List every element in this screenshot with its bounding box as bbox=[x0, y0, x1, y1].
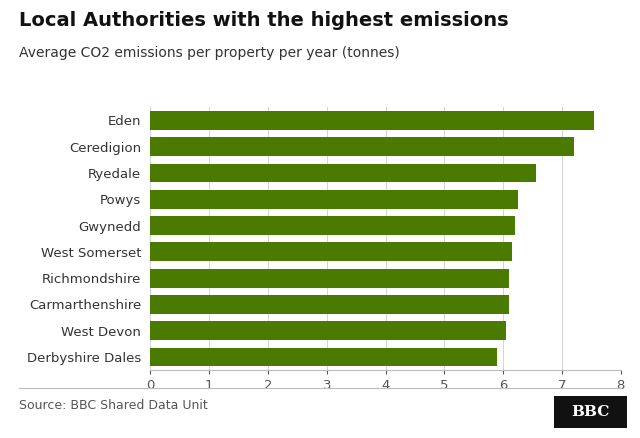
Bar bbox=[150, 163, 536, 183]
Bar bbox=[150, 321, 506, 340]
Text: Source: BBC Shared Data Unit: Source: BBC Shared Data Unit bbox=[19, 399, 208, 412]
Bar bbox=[150, 295, 509, 314]
Bar bbox=[150, 268, 509, 288]
Bar bbox=[150, 216, 515, 235]
Bar bbox=[150, 137, 574, 156]
Bar bbox=[150, 111, 595, 130]
Text: Average CO2 emissions per property per year (tonnes): Average CO2 emissions per property per y… bbox=[19, 46, 400, 60]
Bar bbox=[150, 242, 512, 261]
Bar bbox=[150, 190, 518, 209]
Text: Local Authorities with the highest emissions: Local Authorities with the highest emiss… bbox=[19, 11, 509, 30]
Bar bbox=[150, 347, 497, 367]
Text: BBC: BBC bbox=[572, 405, 609, 419]
